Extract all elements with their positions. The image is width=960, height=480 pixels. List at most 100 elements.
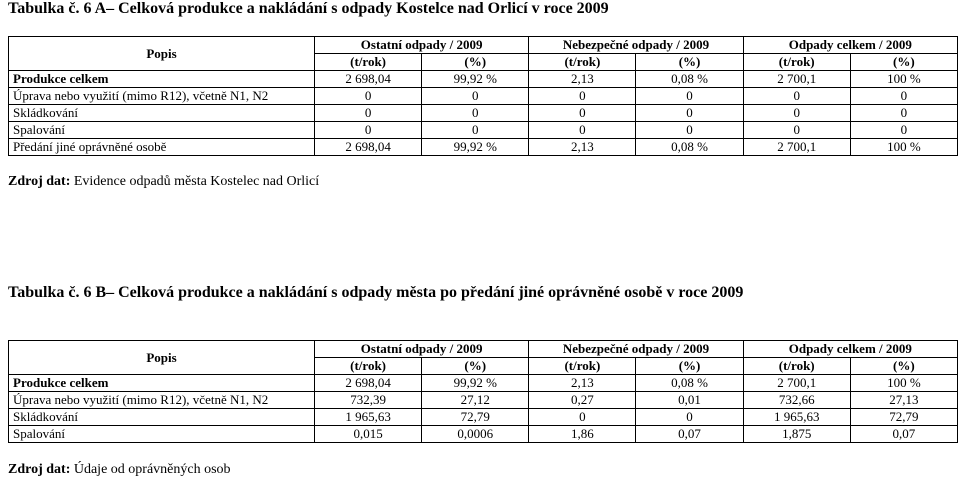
table-b: Popis Ostatní odpady / 2009 Nebezpečné o… (8, 340, 959, 443)
header-nebezpecne: Nebezpečné odpady / 2009 (528, 36, 744, 54)
cell: 0 (528, 121, 637, 139)
row-label: Produkce celkem (8, 70, 315, 88)
cell: 0,07 (849, 425, 959, 443)
cell: 0 (313, 87, 423, 105)
cell: 1 965,63 (313, 408, 423, 426)
cell: 2 700,1 (742, 70, 851, 88)
row-label: Předání jiné oprávněné osobě (8, 138, 315, 156)
cell: 0 (635, 121, 744, 139)
table-row: Úprava nebo využití (mimo R12), včetně N… (8, 87, 959, 105)
cell: 0 (635, 408, 744, 426)
cell: 0,08 % (635, 70, 744, 88)
cell: 27,12 (421, 391, 530, 409)
header-popis: Popis (8, 36, 315, 71)
cell: 72,79 (421, 408, 530, 426)
header-popis: Popis (8, 340, 315, 375)
cell: 2 698,04 (313, 70, 423, 88)
row-label: Spalování (8, 121, 315, 139)
source-text: Evidence odpadů města Kostelec nad Orlic… (70, 174, 320, 189)
unit-header: (t/rok) (528, 357, 637, 375)
cell: 100 % (849, 70, 959, 88)
cell: 99,92 % (421, 138, 530, 156)
cell: 0,27 (528, 391, 637, 409)
unit-header: (%) (635, 53, 744, 71)
cell: 0,0006 (421, 425, 530, 443)
row-label: Spalování (8, 425, 315, 443)
cell: 2,13 (528, 138, 637, 156)
cell: 0,01 (635, 391, 744, 409)
cell: 0 (635, 87, 744, 105)
cell: 2 700,1 (742, 374, 851, 392)
cell: 2 698,04 (313, 374, 423, 392)
cell: 100 % (849, 374, 959, 392)
header-nebezpecne: Nebezpečné odpady / 2009 (528, 340, 744, 358)
cell: 0,08 % (635, 374, 744, 392)
row-label: Úprava nebo využití (mimo R12), včetně N… (8, 87, 315, 105)
header-ostatni: Ostatní odpady / 2009 (313, 340, 530, 358)
table-b-caption: Tabulka č. 6 B– Celková produkce a naklá… (8, 284, 744, 301)
cell: 1,86 (528, 425, 637, 443)
table-row: Skládkování 1 965,63 72,79 0 0 1 965,63 … (8, 408, 959, 426)
cell: 0 (849, 121, 959, 139)
cell: 732,39 (313, 391, 423, 409)
unit-header: (%) (849, 357, 959, 375)
table-a-caption: Tabulka č. 6 A– Celková produkce a naklá… (8, 0, 609, 17)
unit-header: (t/rok) (742, 357, 851, 375)
unit-header: (t/rok) (313, 53, 423, 71)
table-row: Spalování 0,015 0,0006 1,86 0,07 1,875 0… (8, 425, 959, 443)
cell: 0,08 % (635, 138, 744, 156)
cell: 0 (421, 121, 530, 139)
unit-header: (t/rok) (742, 53, 851, 71)
cell: 100 % (849, 138, 959, 156)
cell: 99,92 % (421, 374, 530, 392)
row-label: Skládkování (8, 104, 315, 122)
table-b-group-header-row: Popis Ostatní odpady / 2009 Nebezpečné o… (8, 340, 959, 375)
table-a: Popis Ostatní odpady / 2009 Nebezpečné o… (8, 36, 959, 156)
table-a-group-header-row: Popis Ostatní odpady / 2009 Nebezpečné o… (8, 36, 959, 71)
source-label: Zdroj dat: (8, 462, 71, 477)
cell: 0,015 (313, 425, 423, 443)
unit-header: (t/rok) (313, 357, 423, 375)
row-label: Produkce celkem (8, 374, 315, 392)
row-label: Úprava nebo využití (mimo R12), včetně N… (8, 391, 315, 409)
table-row: Produkce celkem 2 698,04 99,92 % 2,13 0,… (8, 70, 959, 88)
table-row: Produkce celkem 2 698,04 99,92 % 2,13 0,… (8, 374, 959, 392)
header-celkem: Odpady celkem / 2009 (742, 340, 959, 358)
table-b-source: Zdroj dat: Údaje od oprávněných osob (8, 462, 231, 478)
cell: 0 (742, 87, 851, 105)
cell: 27,13 (849, 391, 959, 409)
cell: 732,66 (742, 391, 851, 409)
table-row: Skládkování 0 0 0 0 0 0 (8, 104, 959, 122)
cell: 0 (528, 104, 637, 122)
cell: 0 (528, 87, 637, 105)
source-label: Zdroj dat: (8, 174, 71, 189)
table-row: Úprava nebo využití (mimo R12), včetně N… (8, 391, 959, 409)
header-celkem: Odpady celkem / 2009 (742, 36, 959, 54)
cell: 0 (742, 121, 851, 139)
cell: 0 (635, 104, 744, 122)
unit-header: (t/rok) (528, 53, 637, 71)
cell: 72,79 (849, 408, 959, 426)
cell: 2 700,1 (742, 138, 851, 156)
table-row: Předání jiné oprávněné osobě 2 698,04 99… (8, 138, 959, 156)
cell: 0 (313, 104, 423, 122)
cell: 0 (421, 104, 530, 122)
header-ostatni: Ostatní odpady / 2009 (313, 36, 530, 54)
cell: 2,13 (528, 374, 637, 392)
cell: 0 (313, 121, 423, 139)
source-text: Údaje od oprávněných osob (70, 462, 231, 477)
row-label: Skládkování (8, 408, 315, 426)
table-a-source: Zdroj dat: Evidence odpadů města Kostele… (8, 174, 319, 190)
cell: 99,92 % (421, 70, 530, 88)
cell: 2,13 (528, 70, 637, 88)
table-row: Spalování 0 0 0 0 0 0 (8, 121, 959, 139)
unit-header: (%) (421, 357, 530, 375)
cell: 0 (849, 87, 959, 105)
unit-header: (%) (849, 53, 959, 71)
cell: 1,875 (742, 425, 851, 443)
cell: 2 698,04 (313, 138, 423, 156)
cell: 0 (742, 104, 851, 122)
cell: 1 965,63 (742, 408, 851, 426)
unit-header: (%) (635, 357, 744, 375)
table-a-unit-header-row: (t/rok) (%) (t/rok) (%) (t/rok) (%) (9, 53, 959, 71)
